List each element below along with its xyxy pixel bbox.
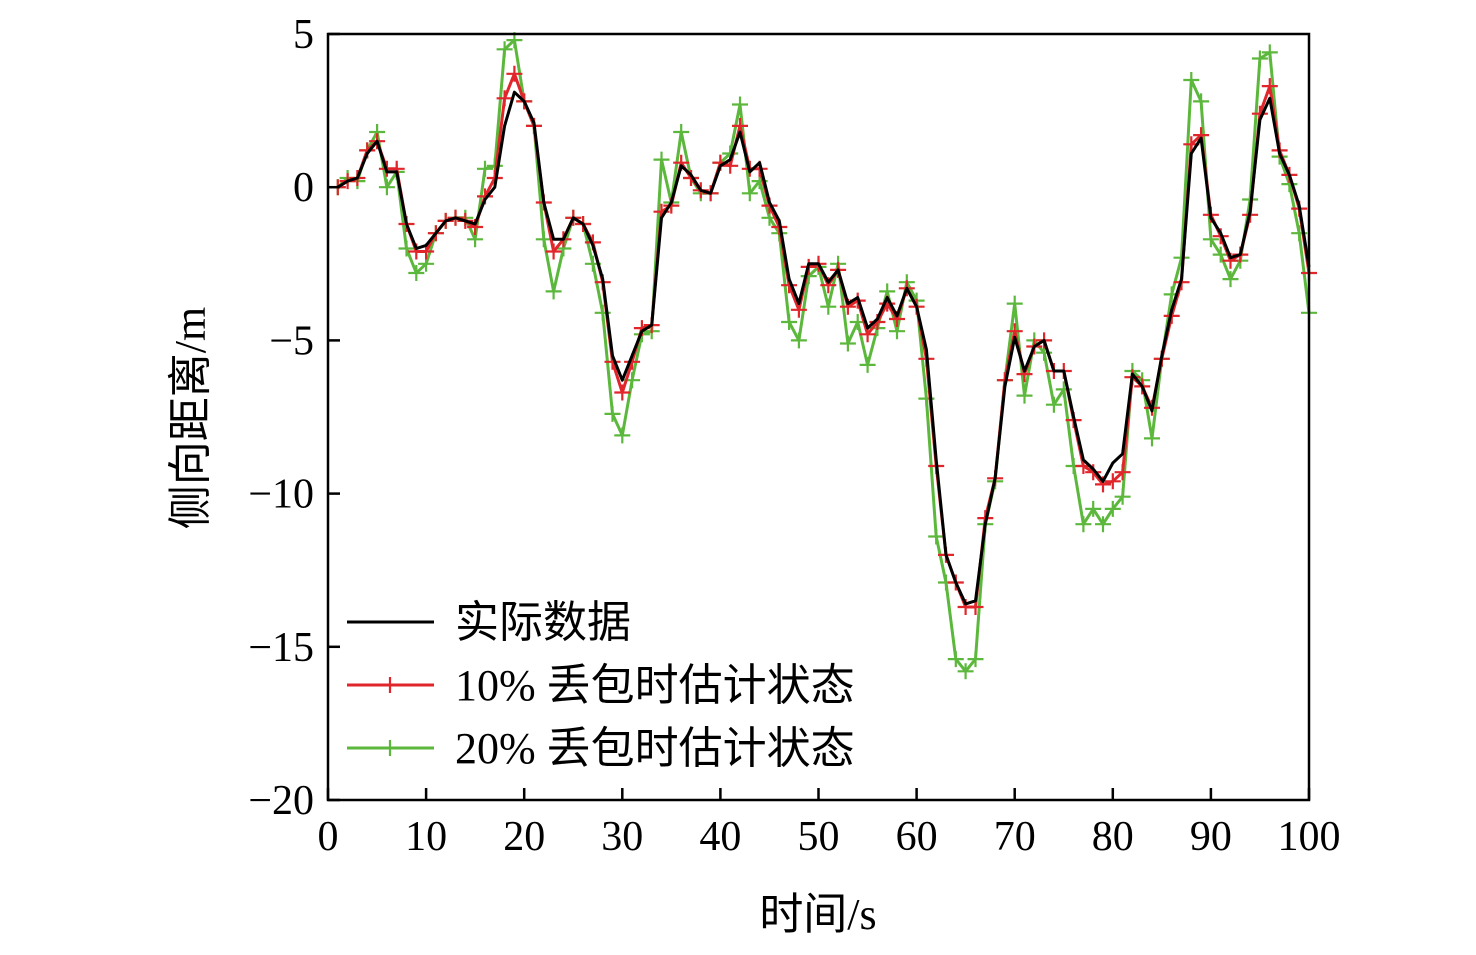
x-tick-label: 50: [798, 814, 840, 860]
legend-marker: [382, 677, 398, 693]
data-point: [1095, 516, 1111, 533]
series-3: [329, 32, 1317, 680]
data-point: [967, 651, 984, 668]
data-point: [506, 65, 523, 82]
x-tick-label: 60: [896, 814, 938, 860]
data-point: [545, 283, 562, 300]
data-point: [1114, 464, 1131, 481]
data-point: [1261, 78, 1278, 95]
data-point: [653, 151, 670, 168]
series-2: [329, 65, 1317, 615]
data-point: [1144, 430, 1160, 447]
data-point: [477, 160, 493, 177]
x-tick-label: 80: [1092, 814, 1134, 860]
data-point: [1212, 246, 1229, 263]
data-point: [1016, 387, 1033, 404]
y-tick-label: −5: [269, 318, 314, 364]
data-point: [947, 651, 964, 668]
legend-label: 20% 丢包时估计状态: [455, 724, 855, 773]
x-tick-label: 30: [601, 814, 643, 860]
data-point: [673, 124, 690, 140]
data-point: [545, 243, 562, 260]
x-tick-label: 90: [1190, 814, 1232, 860]
data-point: [496, 90, 513, 107]
legend-entry: 20% 丢包时估计状态: [347, 724, 855, 773]
data-point: [1251, 50, 1268, 67]
data-point: [1085, 500, 1102, 517]
legend: 实际数据 10% 丢包时估计状态 20% 丢包时估计状态: [347, 598, 855, 773]
data-point: [839, 335, 856, 352]
y-axis-label: 侧向距离/m: [166, 307, 215, 529]
data-point: [732, 96, 748, 113]
data-point: [790, 332, 807, 349]
y-tick-label: 5: [293, 12, 314, 58]
data-point: [1085, 464, 1102, 481]
legend-label: 10% 丢包时估计状态: [455, 661, 855, 710]
series-line: [337, 90, 1311, 606]
data-point: [1045, 396, 1062, 413]
data-point: [1006, 295, 1023, 312]
data-point: [820, 298, 837, 315]
y-tick-label: −10: [248, 472, 314, 518]
data-point: [1114, 488, 1131, 505]
data-point: [928, 528, 945, 545]
legend-entry: 实际数据: [347, 598, 631, 647]
data-point: [781, 314, 798, 330]
data-point: [1202, 231, 1219, 248]
data-point: [1261, 44, 1278, 61]
data-point: [957, 663, 974, 680]
y-tick-label: 0: [293, 165, 314, 211]
data-point: [1222, 271, 1239, 288]
series-1: [337, 90, 1311, 606]
x-tick-label: 10: [405, 814, 447, 860]
x-tick-label: 70: [994, 814, 1036, 860]
series-line: [336, 38, 1311, 673]
y-tick-label: −15: [248, 625, 314, 671]
data-point: [535, 231, 552, 248]
data-point: [1075, 516, 1092, 533]
data-point: [614, 384, 631, 401]
data-point: [604, 405, 621, 422]
legend-marker: [382, 740, 398, 756]
y-tick-label: −20: [248, 778, 314, 824]
data-point: [378, 179, 395, 196]
legend-label: 实际数据: [455, 598, 631, 647]
x-tick-label: 100: [1278, 814, 1341, 860]
x-axis-label: 时间/s: [759, 890, 876, 939]
x-tick-label: 40: [699, 814, 741, 860]
data-point: [683, 170, 699, 186]
data-point: [1104, 473, 1121, 490]
data-point: [614, 427, 631, 444]
data-point: [408, 265, 425, 281]
data-point: [398, 240, 415, 257]
series-layer: [329, 32, 1317, 680]
data-point: [1183, 72, 1200, 88]
x-tick-label: 20: [503, 814, 545, 860]
data-point: [1104, 500, 1121, 517]
data-point: [496, 41, 513, 58]
legend-entry: 10% 丢包时估计状态: [347, 661, 855, 710]
x-tick-label: 0: [318, 814, 339, 860]
data-point: [859, 356, 876, 373]
data-point: [1193, 93, 1210, 110]
data-point: [741, 185, 758, 202]
